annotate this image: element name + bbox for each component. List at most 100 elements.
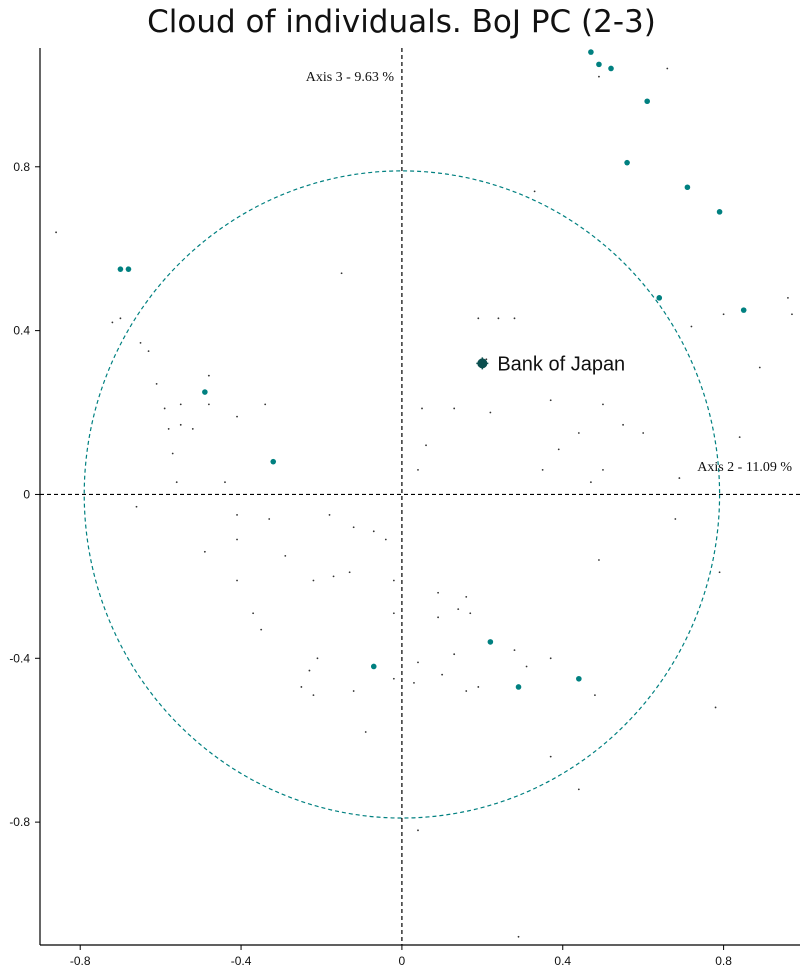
data-point-small: [179, 423, 182, 426]
data-point: [515, 684, 522, 690]
data-point-small: [332, 575, 335, 578]
data-point-small: [392, 612, 395, 615]
data-point-small: [179, 403, 182, 406]
data-point-small: [549, 657, 552, 660]
data-point-small: [352, 690, 355, 692]
data-point-small: [413, 681, 415, 684]
data-point-small: [417, 661, 419, 664]
data-point-small: [758, 366, 761, 369]
data-point: [716, 209, 723, 215]
x-tick-label: -0.4: [231, 954, 252, 968]
data-point-small: [477, 686, 480, 688]
data-point: [202, 389, 208, 395]
data-point-small: [417, 468, 419, 471]
data-point-small: [678, 477, 681, 479]
data-point-small: [417, 829, 419, 832]
data-point-small: [207, 374, 210, 377]
data-point-small: [549, 399, 552, 402]
data-point-small: [312, 579, 315, 582]
data-point-small: [533, 190, 536, 193]
y-tick-label: -0.4: [9, 651, 30, 665]
x-axis-annotation: Axis 2 - 11.09 %: [697, 460, 792, 475]
data-point-small: [674, 518, 677, 520]
data-point-small: [517, 935, 520, 938]
data-point: [117, 266, 124, 272]
data-point-small: [791, 313, 793, 316]
data-point-small: [139, 342, 142, 344]
data-point-small: [489, 411, 492, 414]
data-point-small: [328, 514, 331, 516]
data-point-small: [437, 591, 439, 594]
x-tick-label: 0.8: [715, 954, 732, 968]
data-point-small: [352, 526, 355, 529]
data-point-small: [191, 428, 194, 430]
data-point-small: [224, 481, 226, 484]
data-point-small: [372, 530, 375, 533]
data-point-small: [392, 579, 395, 582]
data-point-small: [666, 67, 669, 70]
data-point-small: [236, 514, 238, 516]
data-point-small: [738, 436, 741, 439]
small-points-layer: [55, 67, 793, 938]
data-point-small: [284, 554, 287, 557]
data-point-small: [453, 407, 456, 410]
highlight-layer: Bank of Japan: [476, 353, 625, 375]
data-point-small: [421, 407, 423, 410]
plot-frame-layer: [39, 48, 800, 946]
data-point-small: [513, 649, 516, 651]
data-point: [576, 675, 582, 682]
data-point-small: [469, 612, 472, 615]
data-point-small: [203, 550, 206, 553]
data-point-small: [513, 317, 516, 320]
data-point-small: [457, 608, 460, 611]
y-tick-label: 0.4: [13, 324, 30, 338]
x-tick-label: 0.4: [554, 954, 571, 968]
axes-layer: [40, 48, 800, 945]
data-point-small: [316, 657, 319, 660]
data-point: [644, 98, 650, 105]
data-point-small: [119, 317, 122, 320]
data-point-small: [497, 317, 500, 320]
data-point-small: [477, 317, 480, 320]
data-point: [270, 458, 277, 465]
y-tick-label: -0.8: [9, 815, 30, 829]
data-point-small: [622, 423, 624, 426]
data-point-small: [589, 481, 592, 484]
data-point-small: [340, 272, 343, 275]
x-tick-label: 0: [399, 954, 406, 968]
data-point-small: [252, 612, 255, 615]
data-point-small: [541, 468, 544, 471]
data-point-small: [348, 571, 351, 574]
data-point-small: [171, 452, 174, 455]
x-tick-label: -0.8: [70, 954, 91, 968]
data-point-small: [642, 432, 645, 434]
data-point-small: [714, 706, 717, 709]
data-point-small: [55, 231, 57, 234]
data-point-small: [718, 571, 721, 574]
main-points-layer: [117, 49, 747, 690]
data-point-small: [787, 296, 789, 299]
y-tick-label: 0: [23, 487, 30, 501]
chart-title: Cloud of individuals. BoJ PC (2-3): [147, 4, 656, 40]
data-point-small: [465, 690, 468, 692]
data-point-small: [425, 444, 427, 447]
data-point: [588, 49, 594, 55]
data-point: [608, 65, 614, 72]
data-point: [596, 61, 602, 68]
data-point-small: [557, 448, 560, 451]
data-point-small: [268, 518, 271, 520]
data-point-small: [264, 403, 267, 406]
data-point-small: [392, 677, 395, 680]
data-point: [125, 266, 132, 272]
data-point-small: [577, 788, 580, 791]
data-point: [656, 295, 663, 301]
data-point: [740, 307, 747, 313]
data-point-small: [111, 321, 114, 324]
data-point-small: [207, 403, 210, 406]
data-point-small: [155, 382, 158, 385]
data-point-small: [163, 407, 166, 410]
data-point-small: [437, 616, 439, 619]
data-point-small: [602, 403, 604, 406]
data-point-small: [312, 694, 315, 697]
